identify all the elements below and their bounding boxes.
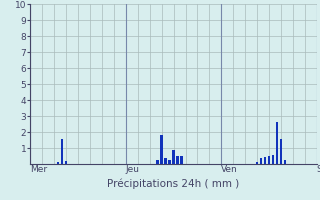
Bar	[164, 158, 167, 164]
Bar	[268, 156, 270, 164]
Bar	[65, 161, 68, 164]
Bar	[156, 160, 159, 164]
Bar	[284, 160, 286, 164]
Bar	[276, 122, 278, 164]
X-axis label: Précipitations 24h ( mm ): Précipitations 24h ( mm )	[108, 179, 240, 189]
Bar	[168, 160, 171, 164]
Bar	[264, 157, 266, 164]
Bar	[176, 156, 179, 164]
Bar	[160, 135, 163, 164]
Bar	[57, 162, 60, 164]
Bar	[61, 139, 63, 164]
Bar	[260, 158, 262, 164]
Bar	[256, 162, 258, 164]
Bar	[272, 155, 274, 164]
Bar	[172, 150, 175, 164]
Bar	[180, 156, 183, 164]
Bar	[280, 139, 282, 164]
